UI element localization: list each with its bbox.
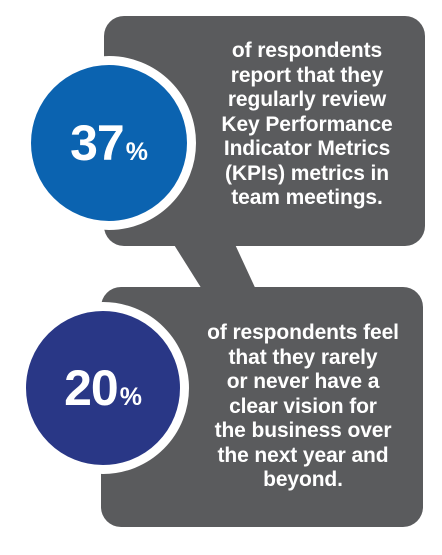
percentage-value-kpi-review: 37% <box>70 118 148 168</box>
percentage-value-clear-vision: 20% <box>64 363 142 413</box>
stat-description-clear-vision: of respondents feel that they rarely or ne… <box>207 321 399 491</box>
percentage-symbol: % <box>119 383 142 411</box>
percentage-badge-clear-vision: 20% <box>17 302 189 474</box>
percentage-number: 37 <box>70 115 125 171</box>
percentage-symbol: % <box>125 138 148 166</box>
percentage-badge-kpi-review: 37% <box>22 56 196 230</box>
stat-description-kpi-review: of respondents report that they regularly … <box>221 39 393 209</box>
percentage-number: 20 <box>64 360 119 416</box>
